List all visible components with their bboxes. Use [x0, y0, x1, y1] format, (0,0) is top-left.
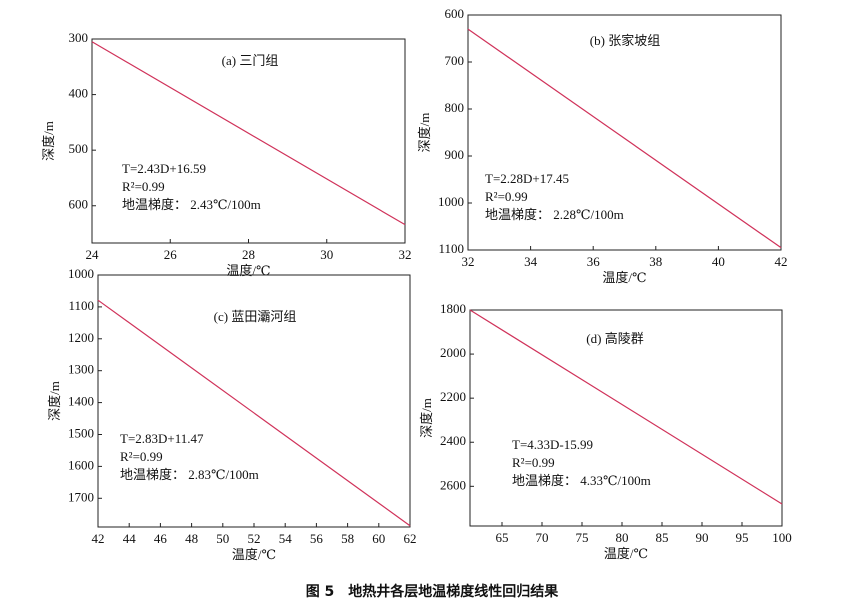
y-tick-label: 1400	[68, 394, 94, 409]
y-axis-label: 深度/m	[419, 398, 434, 438]
plot-frame	[469, 309, 783, 527]
y-tick-label: 1700	[68, 489, 94, 504]
annotation: R²=0.99	[512, 455, 555, 470]
annotation: T=2.43D+16.59	[122, 161, 206, 176]
x-tick-label: 42	[92, 531, 105, 546]
x-tick-label: 58	[341, 531, 354, 546]
chart-title: (b) 张家坡组	[590, 33, 660, 48]
y-tick-label: 600	[445, 6, 465, 21]
annotation: R²=0.99	[485, 189, 528, 204]
annotation: R²=0.99	[120, 449, 163, 464]
x-axis-label: 温度/℃	[232, 547, 276, 562]
x-tick-label: 34	[524, 254, 538, 269]
y-tick-label: 1100	[68, 298, 94, 313]
regression-line	[91, 41, 406, 226]
plot-frame	[467, 14, 782, 251]
annotation: T=2.28D+17.45	[485, 171, 569, 186]
y-axis-label: 深度/m	[41, 121, 56, 161]
x-axis-label: 温度/℃	[602, 270, 646, 285]
x-tick-label: 60	[372, 531, 385, 546]
x-tick-label: 24	[86, 247, 100, 262]
y-tick-label: 500	[69, 141, 89, 156]
regression-line	[97, 299, 411, 527]
y-tick-label: 600	[69, 197, 89, 212]
x-tick-label: 56	[310, 531, 324, 546]
annotation: R²=0.99	[122, 179, 165, 194]
x-tick-label: 28	[242, 247, 255, 262]
x-tick-label: 46	[154, 531, 168, 546]
x-tick-label: 40	[712, 254, 725, 269]
y-tick-label: 1300	[68, 362, 94, 377]
y-tick-label: 2600	[440, 477, 466, 492]
annotation: 地温梯度： 4.33℃/100m	[512, 473, 651, 488]
x-tick-label: 80	[616, 530, 629, 545]
x-tick-label: 52	[248, 531, 261, 546]
annotation: 地温梯度： 2.28℃/100m	[485, 207, 624, 222]
x-tick-label: 75	[576, 530, 589, 545]
x-tick-label: 62	[404, 531, 417, 546]
y-tick-label: 2200	[440, 389, 466, 404]
chart-title: (c) 蓝田灞河组	[214, 309, 297, 324]
annotation: T=2.83D+11.47	[120, 431, 204, 446]
x-tick-label: 48	[185, 531, 198, 546]
x-tick-label: 70	[536, 530, 549, 545]
y-tick-label: 700	[445, 53, 465, 68]
x-tick-label: 65	[496, 530, 509, 545]
y-tick-label: 2400	[440, 433, 466, 448]
regression-line	[469, 309, 783, 505]
chart-title: (a) 三门组	[222, 53, 279, 68]
regression-line	[467, 28, 782, 249]
annotation: T=4.33D-15.99	[512, 437, 593, 452]
annotation: 地温梯度： 2.83℃/100m	[120, 467, 259, 482]
y-tick-label: 2000	[440, 345, 466, 360]
x-tick-label: 38	[649, 254, 662, 269]
x-tick-label: 30	[320, 247, 333, 262]
x-tick-label: 100	[772, 530, 792, 545]
y-tick-label: 800	[445, 100, 465, 115]
x-tick-label: 50	[216, 531, 229, 546]
figure-caption: 图 5 地热井各层地温梯度线性回归结果	[306, 583, 560, 600]
x-tick-label: 90	[696, 530, 709, 545]
x-tick-label: 32	[399, 247, 412, 262]
annotation: 地温梯度： 2.43℃/100m	[122, 197, 261, 212]
y-axis-label: 深度/m	[47, 381, 62, 421]
x-tick-label: 54	[279, 531, 293, 546]
x-tick-label: 42	[775, 254, 788, 269]
chart-title: (d) 高陵群	[586, 331, 643, 346]
y-tick-label: 1200	[68, 330, 94, 345]
x-tick-label: 32	[462, 254, 475, 269]
y-axis-label: 深度/m	[417, 113, 432, 153]
x-axis-label: 温度/℃	[604, 546, 648, 561]
y-tick-label: 1000	[438, 194, 464, 209]
y-tick-label: 1800	[440, 301, 466, 316]
x-tick-label: 85	[656, 530, 669, 545]
x-tick-label: 95	[736, 530, 749, 545]
x-tick-label: 26	[164, 247, 178, 262]
y-tick-label: 1100	[438, 241, 464, 256]
y-tick-label: 1500	[68, 425, 94, 440]
x-axis-label: 温度/℃	[226, 263, 270, 278]
y-tick-label: 300	[69, 30, 89, 45]
y-tick-label: 1600	[68, 457, 94, 472]
y-tick-label: 400	[69, 86, 89, 101]
y-tick-label: 1000	[68, 266, 94, 281]
x-tick-label: 36	[587, 254, 601, 269]
y-tick-label: 900	[445, 147, 465, 162]
x-tick-label: 44	[123, 531, 137, 546]
